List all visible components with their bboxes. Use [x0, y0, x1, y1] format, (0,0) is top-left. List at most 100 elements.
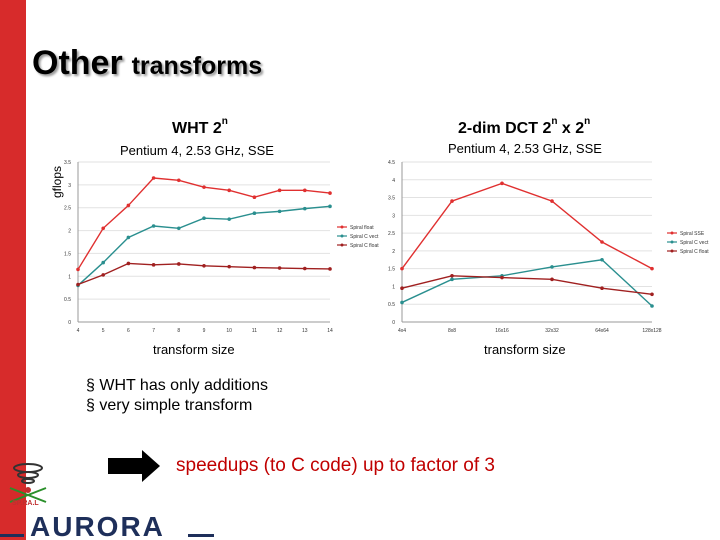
chart2-data-point	[600, 286, 604, 291]
chart1-data-point	[177, 226, 181, 231]
chart2-data-point	[400, 266, 404, 271]
chart2-subtitle: Pentium 4, 2.53 GHz, SSE	[448, 141, 602, 156]
chart2-x-tick-label: 32x32	[545, 328, 559, 334]
chart1-data-point	[126, 261, 131, 266]
chart1-title: WHT 2n	[172, 116, 228, 137]
chart1-data-point	[101, 273, 105, 277]
chart1-x-tick-label: 14	[327, 328, 333, 334]
spiral-logo-icon	[9, 463, 47, 503]
chart1-y-tick-label: 0.5	[64, 297, 71, 303]
bullet-item: § very simple transform	[86, 397, 253, 414]
chart1-data-point	[76, 282, 80, 287]
chart2-data-point	[650, 266, 654, 271]
chart1-data-point	[328, 204, 332, 209]
chart1-x-tick-label: 10	[226, 328, 232, 334]
chart2-x-tick-label: 16x16	[495, 328, 509, 334]
chart1-data-point	[101, 260, 105, 265]
red-side-bar	[0, 0, 26, 540]
chart1-data-point	[202, 263, 206, 268]
chart2-data-point	[500, 275, 504, 280]
chart2-y-tick-label: 0.5	[388, 302, 395, 308]
chart2-data-point	[450, 199, 454, 203]
chart2-y-tick-label: 1	[392, 284, 395, 290]
chart2-legend-label: Spiral C float	[680, 249, 709, 255]
chart1-data-point	[252, 265, 257, 270]
chart2-x-tick-label: 4x4	[398, 328, 406, 334]
chart1-data-point	[126, 235, 131, 240]
chart1-data-point	[328, 191, 332, 195]
chart1-series-line-0	[77, 177, 331, 270]
chart2-y-tick-label: 4.5	[388, 160, 395, 166]
chart2-series-line-0	[401, 182, 653, 270]
chart2-y-tick-label: 4	[392, 178, 395, 184]
slide-title: Other transforms	[32, 44, 262, 83]
slide-title-big: Other	[32, 44, 123, 82]
chart2-title: 2-dim DCT 2n x 2n	[458, 116, 591, 137]
chart1-data-point	[303, 266, 307, 271]
chart2-legend-marker	[670, 249, 674, 253]
chart1-legend-label: Spiral float	[350, 225, 374, 231]
chart1-x-tick-label: 4	[77, 328, 80, 334]
chart1-data-point	[252, 211, 257, 215]
chart1-data-point	[328, 267, 332, 271]
chart1-y-tick-label: 3.5	[64, 160, 71, 166]
aurora-logo-text: AURORA	[30, 511, 165, 540]
chart1-x-tick-label: 5	[102, 328, 105, 334]
chart1-x-tick-label: 13	[302, 328, 308, 334]
chart1-data-point	[227, 264, 231, 269]
chart1-x-axis-label: transform size	[153, 342, 235, 357]
chart1-data-point	[277, 188, 282, 193]
chart2-y-tick-label: 2.5	[388, 231, 395, 237]
chart2-x-axis-label: transform size	[484, 342, 566, 357]
chart1-legend-marker	[340, 225, 344, 229]
slide-title-small: transforms	[131, 52, 263, 80]
chart1-x-tick-label: 11	[252, 328, 257, 334]
chart1-data-point	[177, 262, 181, 266]
chart1-y-tick-label: 1.5	[64, 251, 71, 257]
chart1-data-point	[277, 266, 282, 270]
chart2-legend-marker	[670, 231, 674, 235]
chart2-y-tick-label: 0	[392, 320, 395, 326]
chart1-y-tick-label: 2	[68, 229, 71, 235]
chart1-data-point	[252, 195, 257, 199]
chart2-y-tick-label: 2	[392, 249, 395, 255]
chart2-data-point	[600, 257, 604, 262]
chart1-x-tick-label: 7	[152, 328, 155, 334]
chart1-data-point	[76, 267, 80, 272]
chart2-data-point	[650, 304, 654, 308]
chart1-legend-label: Spiral C float	[350, 243, 379, 249]
chart1-data-point	[202, 216, 206, 221]
speedup-callout: speedups (to C code) up to factor of 3	[176, 455, 495, 476]
chart1-data-point	[202, 185, 206, 189]
chart2-data-point	[600, 240, 604, 244]
chart2-series-line-2	[401, 275, 653, 295]
spiral-logo-text: SP.RA.L	[12, 500, 39, 507]
chart1-legend-label: Spiral C vect	[350, 234, 379, 240]
chart2-x-tick-label: 8x8	[448, 328, 456, 334]
chart1-data-point	[227, 188, 231, 193]
bullet-item: § WHT has only additions	[86, 377, 269, 394]
chart1-y-tick-label: 3	[68, 183, 71, 189]
chart1-data-point	[227, 217, 231, 221]
bullet-list: § WHT has only additions § very simple t…	[86, 376, 268, 416]
chart1-data-point	[151, 176, 156, 180]
chart2-data-point	[650, 292, 654, 297]
chart1-x-tick-label: 6	[127, 328, 130, 334]
chart1-legend-marker	[340, 234, 344, 238]
chart1-subtitle: Pentium 4, 2.53 GHz, SSE	[120, 143, 274, 158]
chart2-data-point	[400, 300, 404, 305]
chart1-data-point	[177, 178, 181, 183]
chart1-data-point	[151, 263, 156, 267]
chart2-data-point	[450, 273, 454, 278]
chart1-data-point	[303, 206, 307, 211]
chart2-legend-label: Spiral C vect	[680, 240, 709, 246]
chart2-legend-marker	[670, 240, 674, 244]
chart2-x-tick-label: 64x64	[595, 328, 609, 334]
chart2-data-point	[500, 181, 504, 186]
chart1-data-point	[277, 209, 282, 214]
chart1-legend-marker	[340, 243, 344, 247]
chart2-data-point	[550, 199, 554, 203]
chart1-y-tick-label: 2.5	[64, 206, 71, 212]
chart1-data-point	[303, 188, 307, 193]
